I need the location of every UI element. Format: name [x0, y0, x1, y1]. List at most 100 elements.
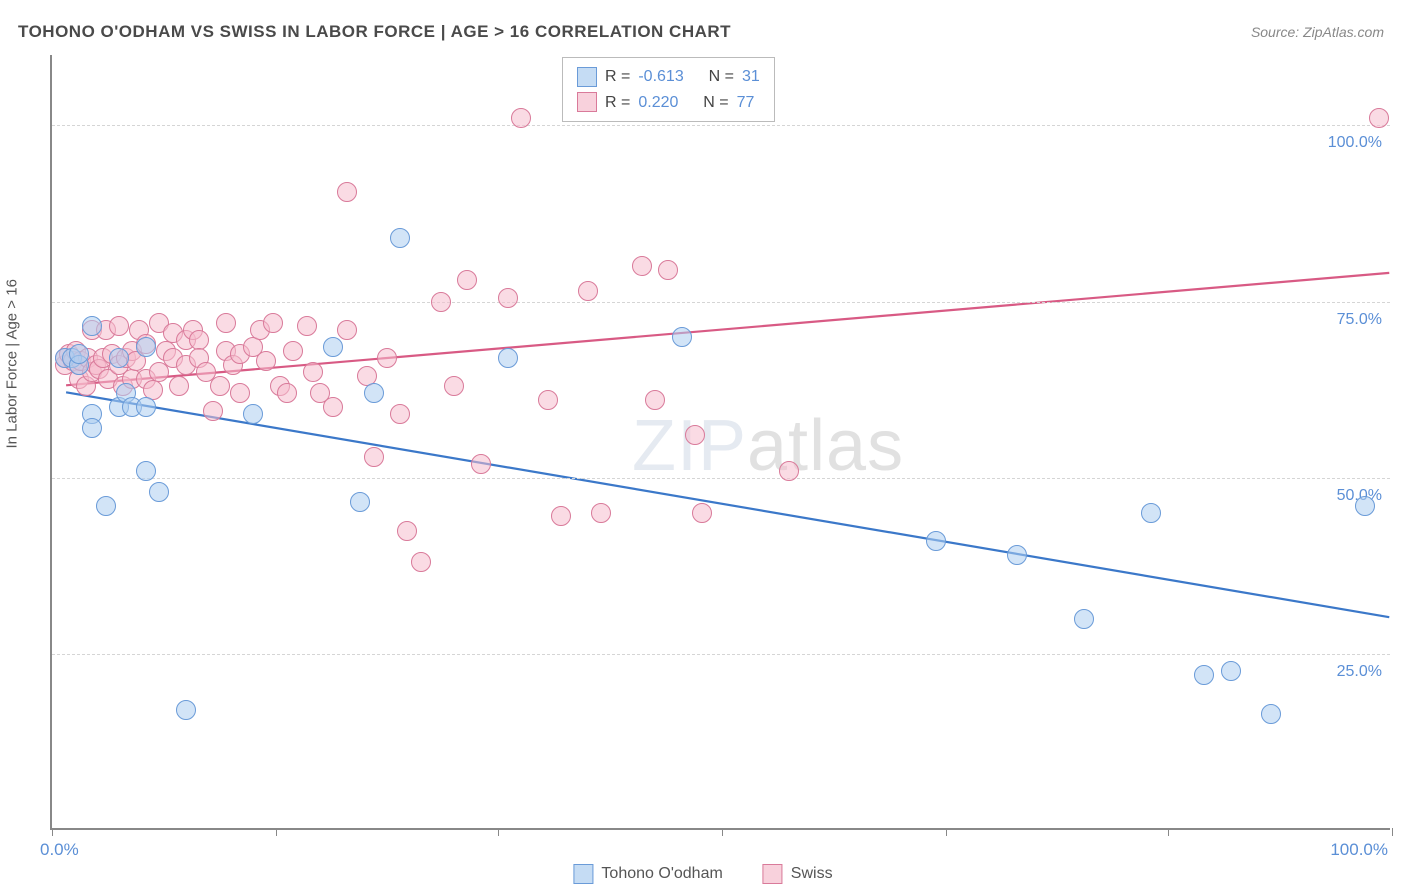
stat-r-label: R = [605, 90, 630, 116]
xtick [1392, 828, 1393, 836]
data-point [658, 260, 678, 280]
data-point [692, 503, 712, 523]
swatch-series1-icon [577, 67, 597, 87]
data-point [69, 344, 89, 364]
data-point [1369, 108, 1389, 128]
data-point [96, 496, 116, 516]
stat-n-label: N = [709, 64, 734, 90]
data-point [169, 376, 189, 396]
data-point [82, 418, 102, 438]
data-point [364, 447, 384, 467]
data-point [926, 531, 946, 551]
stats-row-series1: R = -0.613 N = 31 [577, 64, 760, 90]
data-point [645, 390, 665, 410]
gridline [52, 302, 1390, 303]
xtick [276, 828, 277, 836]
ytick-label: 75.0% [1337, 311, 1382, 329]
ytick-label: 100.0% [1328, 134, 1382, 152]
data-point [538, 390, 558, 410]
data-point [350, 492, 370, 512]
source-label: Source: ZipAtlas.com [1251, 24, 1384, 40]
data-point [457, 270, 477, 290]
chart-title: TOHONO O'ODHAM VS SWISS IN LABOR FORCE |… [18, 22, 731, 42]
data-point [1074, 609, 1094, 629]
data-point [1194, 665, 1214, 685]
data-point [256, 351, 276, 371]
legend-label-s1: Tohono O'odham [601, 865, 722, 883]
data-point [511, 108, 531, 128]
data-point [216, 313, 236, 333]
data-point [498, 348, 518, 368]
swatch-series2-icon [577, 92, 597, 112]
data-point [591, 503, 611, 523]
data-point [210, 376, 230, 396]
data-point [1221, 661, 1241, 681]
data-point [337, 320, 357, 340]
stats-box: R = -0.613 N = 31 R = 0.220 N = 77 [562, 57, 775, 122]
trendlines-svg [52, 55, 1390, 828]
data-point [109, 316, 129, 336]
data-point [471, 454, 491, 474]
data-point [411, 552, 431, 572]
stats-row-series2: R = 0.220 N = 77 [577, 90, 760, 116]
data-point [578, 281, 598, 301]
data-point [685, 425, 705, 445]
data-point [390, 228, 410, 248]
data-point [109, 348, 129, 368]
xtick-label-max: 100.0% [1330, 840, 1388, 860]
xtick [52, 828, 53, 836]
gridline [52, 125, 1390, 126]
data-point [1141, 503, 1161, 523]
data-point [1355, 496, 1375, 516]
stat-r-label: R = [605, 64, 630, 90]
data-point [377, 348, 397, 368]
xtick [1168, 828, 1169, 836]
y-axis-label: In Labor Force | Age > 16 [4, 279, 21, 448]
data-point [323, 337, 343, 357]
data-point [1007, 545, 1027, 565]
xtick [722, 828, 723, 836]
data-point [1261, 704, 1281, 724]
trendline [66, 392, 1389, 617]
data-point [632, 256, 652, 276]
stat-n-value-s2: 77 [737, 90, 755, 116]
data-point [672, 327, 692, 347]
data-point [136, 397, 156, 417]
data-point [136, 461, 156, 481]
stat-n-value-s1: 31 [742, 64, 760, 90]
stat-r-value-s2: 0.220 [638, 90, 678, 116]
data-point [149, 482, 169, 502]
data-point [243, 404, 263, 424]
data-point [136, 337, 156, 357]
xtick-label-min: 0.0% [40, 840, 79, 860]
bottom-legend: Tohono O'odham Swiss [573, 864, 832, 884]
data-point [303, 362, 323, 382]
legend-swatch-s2-icon [763, 864, 783, 884]
data-point [551, 506, 571, 526]
data-point [203, 401, 223, 421]
ytick-label: 25.0% [1337, 663, 1382, 681]
data-point [779, 461, 799, 481]
gridline [52, 654, 1390, 655]
data-point [297, 316, 317, 336]
legend-item-series1: Tohono O'odham [573, 864, 722, 884]
data-point [444, 376, 464, 396]
stat-r-value-s1: -0.613 [638, 64, 683, 90]
data-point [277, 383, 297, 403]
data-point [364, 383, 384, 403]
watermark: ZIPatlas [632, 405, 904, 487]
plot-area: ZIPatlas R = -0.613 N = 31 R = 0.220 N =… [50, 55, 1390, 830]
data-point [397, 521, 417, 541]
gridline [52, 478, 1390, 479]
legend-swatch-s1-icon [573, 864, 593, 884]
data-point [263, 313, 283, 333]
data-point [390, 404, 410, 424]
data-point [337, 182, 357, 202]
legend-item-series2: Swiss [763, 864, 833, 884]
legend-label-s2: Swiss [791, 865, 833, 883]
data-point [176, 700, 196, 720]
data-point [230, 383, 250, 403]
data-point [431, 292, 451, 312]
stat-n-label: N = [703, 90, 728, 116]
data-point [498, 288, 518, 308]
